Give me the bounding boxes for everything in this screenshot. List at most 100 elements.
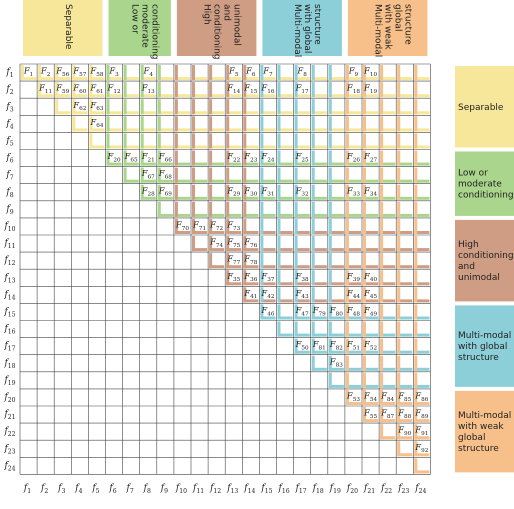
band-stripe: [89, 82, 93, 98]
band-stripe: [157, 167, 161, 183]
band-stripe: [363, 321, 366, 337]
band-stripe: [414, 111, 430, 115]
cell-label: F12: [107, 83, 121, 95]
band-stripe: [328, 321, 332, 337]
band-stripe: [294, 218, 298, 234]
legend-low-label: Low or: [458, 169, 488, 179]
cell-label: F14: [226, 83, 240, 95]
band-stripe: [294, 333, 310, 337]
band-stripe: [140, 82, 144, 98]
cell-label: F33: [346, 185, 360, 197]
band-stripe: [277, 179, 293, 183]
band-stripe: [363, 402, 379, 405]
band-stripe: [380, 333, 396, 337]
band-stripe: [174, 231, 190, 234]
band-stripe: [294, 77, 310, 81]
band-stripe: [345, 99, 349, 115]
band-stripe: [243, 111, 259, 115]
band-stripe: [38, 65, 42, 81]
band-stripe: [277, 77, 293, 81]
band-stripe: [140, 145, 156, 149]
band-stripe: [397, 179, 413, 183]
band-stripe: [243, 150, 247, 166]
band-stripe: [89, 133, 93, 149]
band-stripe: [192, 184, 195, 200]
band-stripe: [38, 94, 54, 98]
band-stripe: [106, 111, 122, 115]
band-stripe: [397, 145, 413, 149]
band-stripe: [226, 282, 242, 286]
band-stripe: [414, 436, 430, 440]
band-stripe: [209, 111, 225, 115]
band-stripe: [55, 82, 59, 98]
column-label: f22: [380, 483, 392, 495]
band-stripe: [397, 304, 401, 320]
band-stripe: [294, 111, 310, 115]
band-stripe: [380, 196, 396, 200]
band-stripe: [311, 196, 327, 200]
band-stripe: [294, 287, 298, 303]
band-stripe: [397, 231, 413, 234]
band-stripe: [209, 99, 213, 115]
cell-label: F48: [346, 305, 360, 317]
band-stripe: [380, 316, 396, 320]
cell-label: F76: [243, 237, 257, 249]
column-label: f18: [312, 483, 324, 495]
band-stripe: [328, 350, 344, 354]
band-stripe: [243, 231, 259, 234]
band-stripe: [328, 94, 344, 98]
header-high-label: conditioning: [212, 4, 222, 60]
cell-label: F47: [295, 305, 309, 317]
band-stripe: [140, 94, 156, 98]
legend-high-label: unimodal: [458, 273, 500, 283]
band-stripe: [174, 150, 178, 166]
band-stripe: [345, 389, 349, 405]
band-stripe: [345, 316, 361, 320]
band-stripe: [363, 82, 366, 98]
band-stripe: [414, 218, 418, 234]
band-stripe: [311, 355, 315, 371]
band-stripe: [89, 94, 105, 98]
cell-label: F22: [226, 151, 240, 163]
band-stripe: [380, 338, 384, 354]
legend-global-label: structure: [458, 353, 499, 363]
band-stripe: [345, 333, 361, 337]
column-label: f2: [40, 483, 48, 495]
cell-label: F60: [72, 83, 86, 95]
band-stripe: [55, 77, 71, 81]
band-stripe: [294, 201, 298, 217]
cell-label: F30: [243, 185, 257, 197]
cell-label: F80: [329, 305, 343, 317]
band-stripe: [397, 316, 413, 320]
row-label: f14: [3, 290, 15, 302]
header-high-box: [176, 0, 257, 56]
band-stripe: [294, 231, 310, 234]
band-stripe: [414, 201, 418, 217]
column-label: f6: [108, 483, 116, 495]
band-stripe: [397, 213, 413, 217]
band-stripe: [243, 196, 259, 200]
cell-label: F86: [414, 390, 428, 402]
band-stripe: [328, 355, 332, 371]
band-stripe: [192, 150, 195, 166]
band-stripe: [192, 128, 208, 132]
band-stripe: [345, 253, 349, 269]
legend-weak-label: structure: [458, 444, 499, 454]
band-stripe: [209, 253, 213, 269]
band-stripe: [277, 167, 281, 183]
cell-label: F10: [363, 66, 377, 78]
band-stripe: [294, 128, 310, 132]
band-stripe: [260, 265, 276, 269]
band-stripe: [294, 265, 310, 269]
band-stripe: [345, 231, 361, 234]
band-stripe: [260, 253, 264, 269]
band-stripe: [380, 321, 384, 337]
cell-label: F23: [243, 151, 257, 163]
band-stripe: [277, 287, 281, 303]
band-stripe: [363, 196, 379, 200]
band-stripe: [414, 321, 418, 337]
band-stripe: [311, 321, 315, 337]
band-stripe: [380, 213, 396, 217]
band-stripe: [192, 133, 195, 149]
band-stripe: [260, 201, 264, 217]
